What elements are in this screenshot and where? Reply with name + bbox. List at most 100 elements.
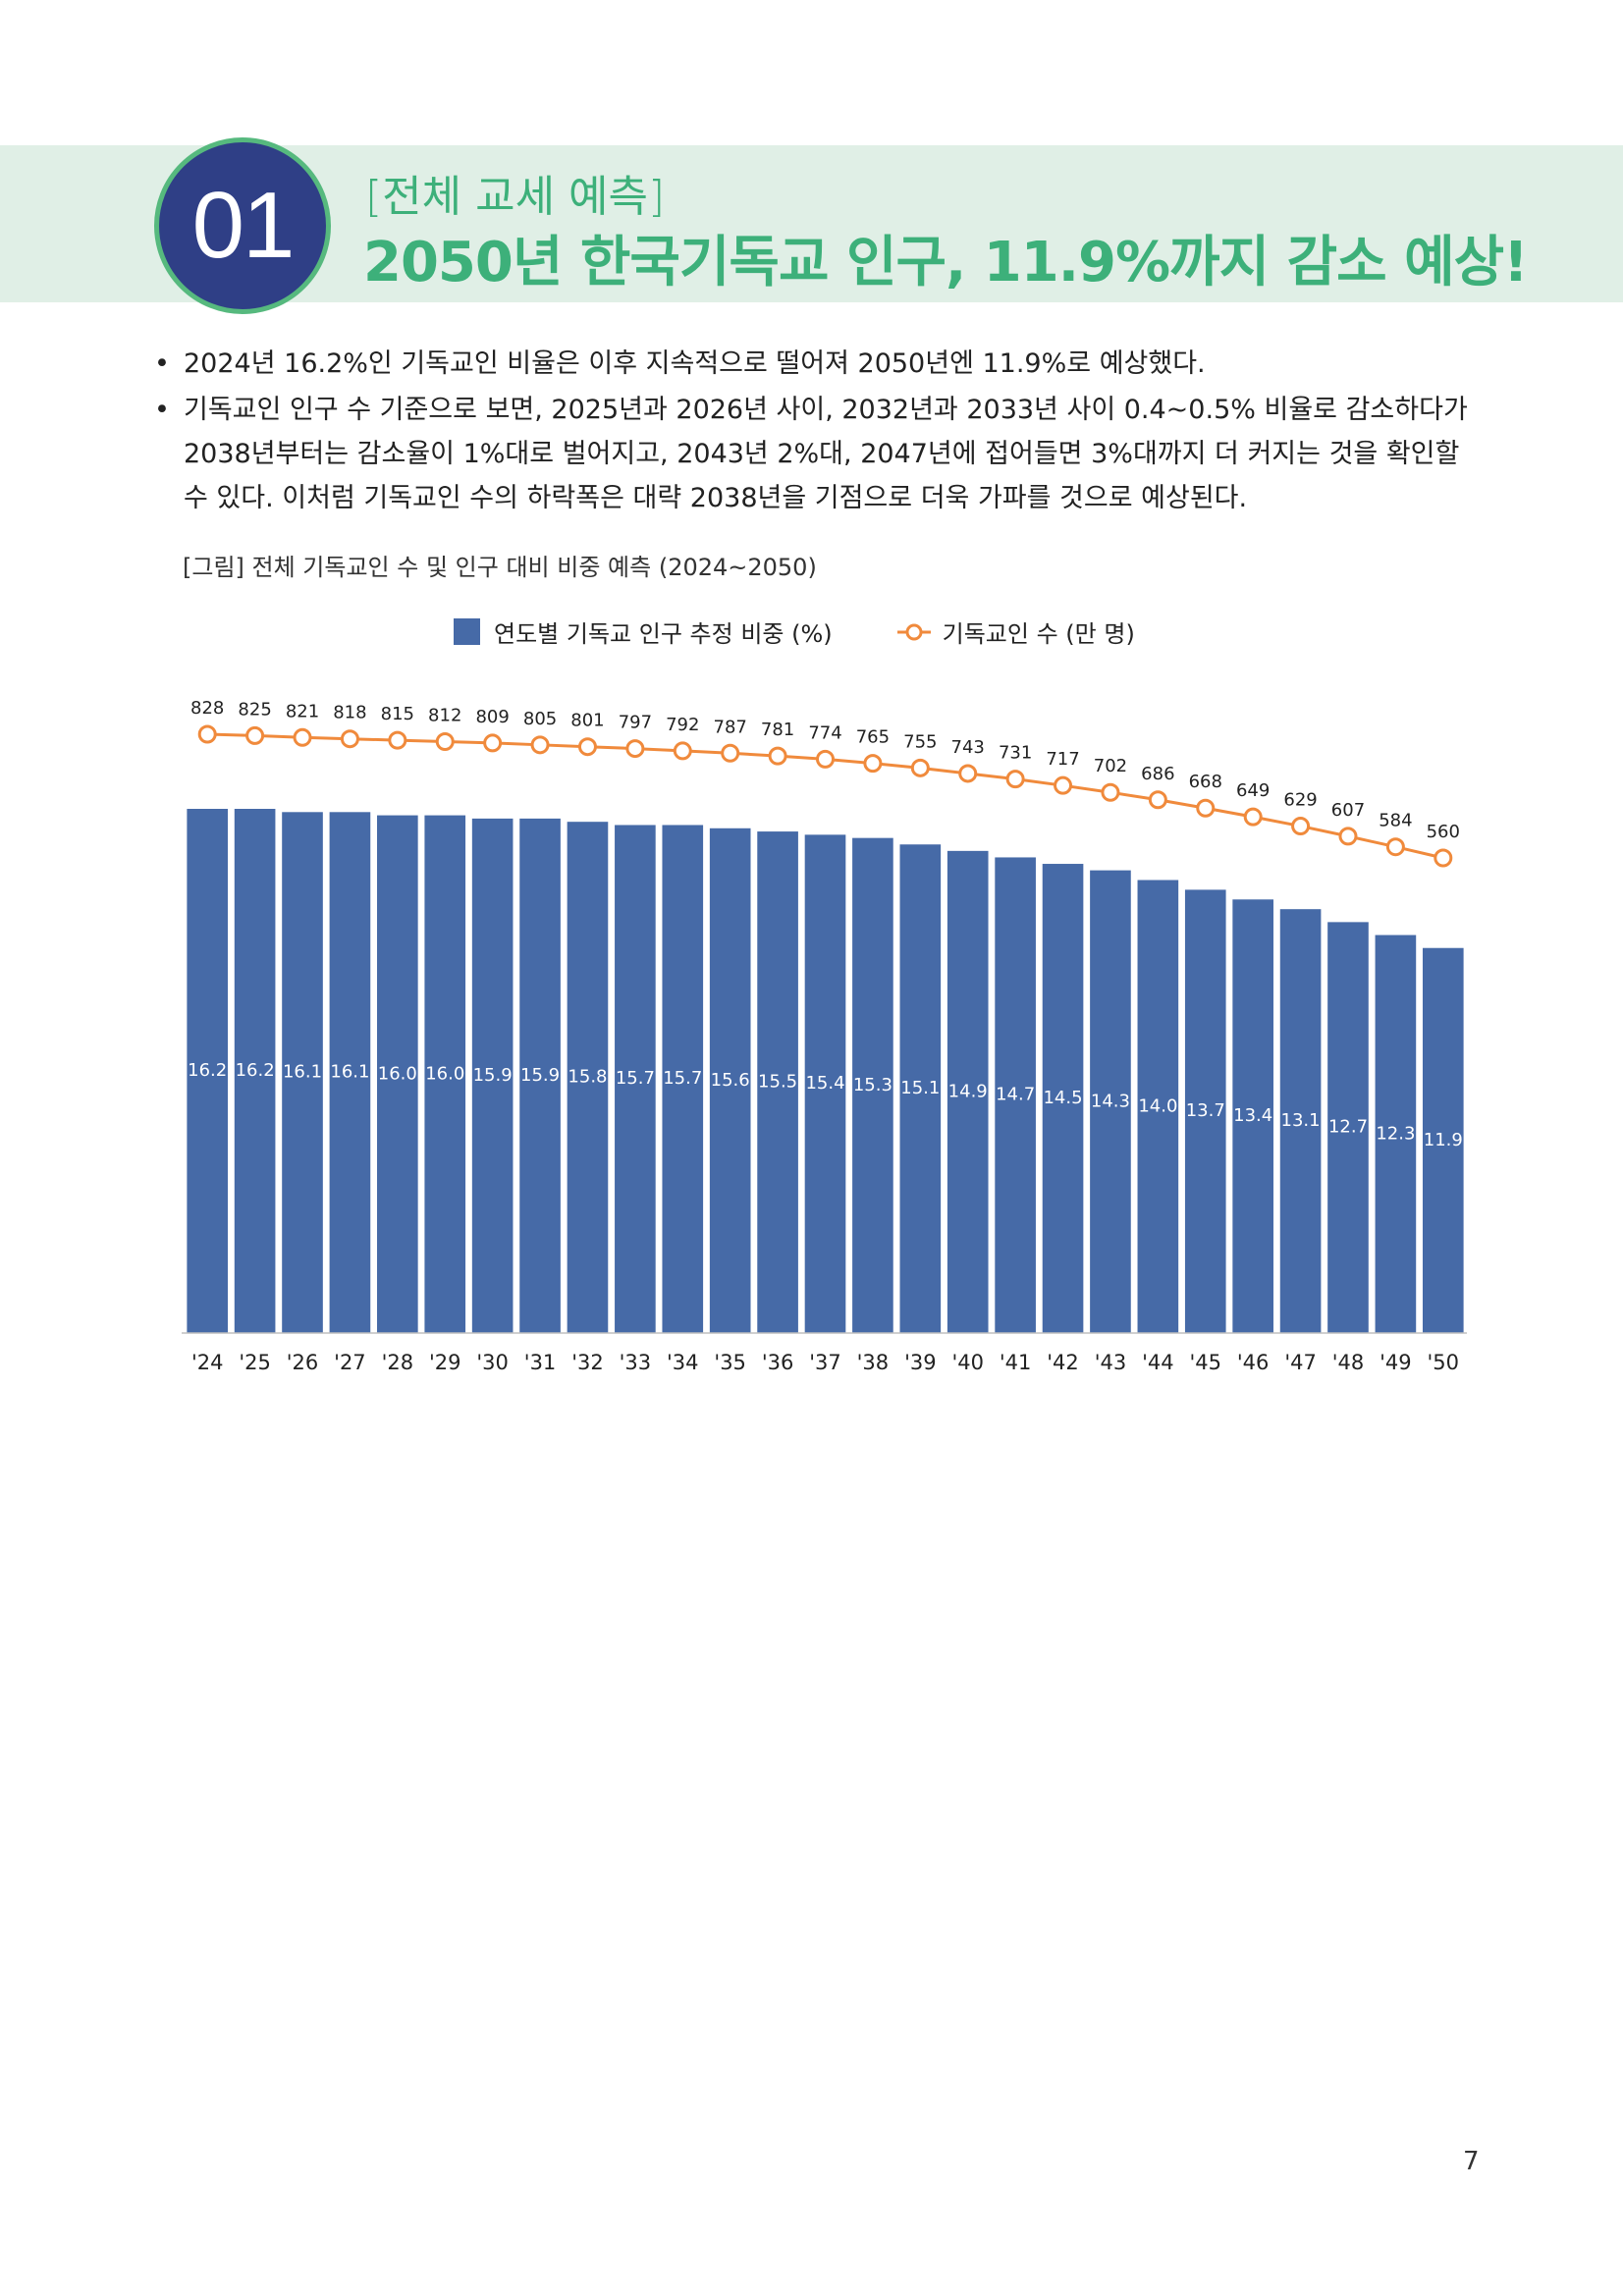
line-value-label: 825	[238, 699, 271, 720]
bar-value-label: 14.7	[996, 1085, 1035, 1105]
line-point	[1005, 770, 1025, 789]
x-tick-label: '39	[904, 1351, 937, 1374]
bar	[662, 825, 704, 1333]
line-value-label: 686	[1141, 764, 1174, 784]
bar	[187, 809, 229, 1333]
bar-value-label: 12.3	[1376, 1123, 1415, 1144]
line-point	[197, 724, 217, 744]
x-tick-label: '38	[857, 1351, 890, 1374]
bar-value-label: 15.6	[711, 1070, 750, 1091]
legend-line-marker-icon	[896, 623, 931, 640]
bar-value-label: 11.9	[1424, 1130, 1463, 1150]
bar-value-label: 15.3	[853, 1075, 893, 1095]
bar	[1327, 922, 1369, 1333]
x-tick-label: '25	[239, 1351, 271, 1374]
line-point	[1434, 848, 1453, 868]
bar	[1422, 947, 1464, 1333]
x-tick-label: '44	[1142, 1351, 1174, 1374]
line-value-label: 812	[428, 706, 461, 726]
x-tick-label: '49	[1380, 1351, 1412, 1374]
line-value-label: 818	[333, 703, 366, 723]
legend-line-label: 기독교인 수 (만 명)	[942, 620, 1135, 648]
line-point	[483, 733, 503, 753]
x-tick-label: '29	[429, 1351, 461, 1374]
section-number: 01	[191, 173, 296, 278]
line-point	[1385, 837, 1405, 857]
bar-value-label: 15.5	[758, 1072, 797, 1093]
line-point	[577, 737, 597, 757]
line-point	[863, 754, 883, 774]
line-value-label: 828	[190, 698, 224, 719]
x-tick-label: '48	[1332, 1351, 1365, 1374]
bullet-item: 2024년 16.2%인 기독교인 비율은 이후 지속적으로 떨어져 2050년…	[154, 342, 1480, 386]
line-point	[673, 741, 692, 761]
line-point	[340, 729, 359, 749]
bar-value-label: 15.7	[663, 1068, 702, 1089]
bullet-item: 기독교인 인구 수 기준으로 보면, 2025년과 2026년 사이, 2032…	[154, 388, 1480, 520]
line-value-label: 815	[381, 704, 414, 724]
line-point	[1101, 782, 1120, 802]
line-value-label: 560	[1427, 822, 1460, 842]
line-value-label: 731	[999, 743, 1032, 764]
x-tick-label: '47	[1284, 1351, 1317, 1374]
bar	[709, 828, 751, 1333]
x-tick-label: '34	[667, 1351, 699, 1374]
bar	[234, 809, 276, 1333]
bar-value-label: 16.1	[330, 1062, 369, 1083]
line-point	[1054, 775, 1073, 795]
x-tick-label: '27	[334, 1351, 366, 1374]
line-point	[1243, 807, 1263, 827]
line-value-label: 801	[570, 711, 604, 731]
bar-value-label: 16.0	[425, 1063, 464, 1084]
line-point	[530, 735, 550, 755]
bar	[1042, 864, 1084, 1333]
bar-value-label: 15.1	[900, 1078, 940, 1098]
line-point	[1196, 798, 1216, 818]
line-value-label: 702	[1094, 756, 1127, 776]
x-tick-label: '40	[951, 1351, 984, 1374]
line-value-label: 765	[856, 727, 890, 748]
bar	[567, 822, 609, 1333]
page-number: 7	[1463, 2147, 1480, 2176]
bar-value-label: 15.9	[520, 1065, 560, 1086]
bar	[1090, 870, 1131, 1333]
line-point	[1291, 817, 1311, 836]
bar	[1232, 899, 1273, 1333]
bar-value-label: 14.3	[1091, 1091, 1130, 1111]
x-tick-label: '37	[809, 1351, 841, 1374]
line-value-label: 607	[1331, 800, 1365, 821]
bar	[995, 857, 1036, 1333]
bar-value-label: 15.8	[568, 1067, 607, 1088]
bar-value-label: 14.5	[1043, 1088, 1082, 1108]
line-point	[910, 758, 930, 777]
bar-value-label: 16.1	[283, 1062, 322, 1083]
x-tick-label: '42	[1047, 1351, 1079, 1374]
bar-value-label: 13.1	[1281, 1110, 1321, 1131]
line-value-label: 774	[808, 722, 841, 743]
line-value-label: 821	[286, 701, 319, 721]
x-tick-label: '43	[1095, 1351, 1127, 1374]
line-point	[958, 764, 978, 783]
line-point	[721, 743, 740, 763]
chart-legend: 연도별 기독교 인구 추정 비중 (%) 기독교인 수 (만 명)	[454, 614, 1135, 649]
bullet-list: 2024년 16.2%인 기독교인 비율은 이후 지속적으로 떨어져 2050년…	[154, 342, 1480, 520]
line-point	[1148, 790, 1167, 810]
x-tick-label: '26	[287, 1351, 319, 1374]
line-value-label: 809	[475, 707, 509, 727]
bar	[519, 818, 561, 1333]
legend-bar-swatch	[454, 618, 480, 645]
line-value-label: 649	[1236, 780, 1270, 801]
bar	[329, 812, 371, 1333]
bar	[1184, 889, 1226, 1333]
line-value-label: 668	[1189, 772, 1222, 792]
bar-value-label: 16.2	[236, 1060, 275, 1081]
chart-svg: 16.2 16.2 16.1 16.1 16.0 16.0 15.9 15.9 15.8 15.7…	[182, 698, 1467, 1374]
bar	[757, 831, 798, 1333]
line-value-label: 743	[951, 737, 985, 758]
line-value-label: 629	[1283, 790, 1317, 811]
x-tick-label: '28	[382, 1351, 414, 1374]
bar	[377, 815, 418, 1333]
bar	[852, 837, 893, 1333]
line-value-label: 584	[1379, 811, 1412, 831]
line-point	[435, 732, 455, 752]
